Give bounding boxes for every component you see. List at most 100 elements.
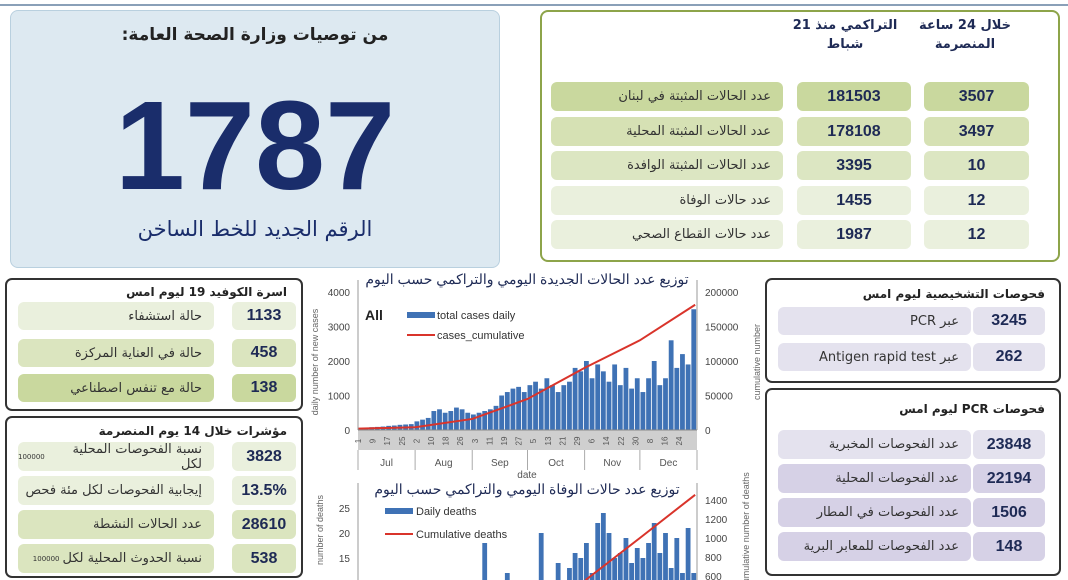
daily-bar <box>612 364 618 430</box>
daily-bar <box>640 392 646 430</box>
summary-row-24h: 12 <box>924 220 1029 249</box>
summary-row-label: عدد الحالات المثبتة في لبنان <box>551 82 783 111</box>
daily-bar <box>476 412 482 430</box>
daily-bar <box>668 568 674 580</box>
daily-bar <box>567 381 572 430</box>
beds-row-label: حالة في العناية المركزة <box>18 339 214 367</box>
cases-chart-title: توزيع عدد الحالات الجديدة اليومي والتراك… <box>365 271 688 288</box>
daily-bar <box>595 523 601 580</box>
summary-row-24h: 3507 <box>924 82 1029 111</box>
day-tick-label: 21 <box>558 436 567 445</box>
summary-row-24h: 10 <box>924 151 1029 180</box>
month-label: Nov <box>603 458 621 469</box>
deaths-ylabel: number of deaths <box>315 494 325 565</box>
day-tick-label: 9 <box>369 438 378 443</box>
indicators-row-label: إيجابية الفحوصات لكل مئة فحص <box>18 476 214 505</box>
daily-bar <box>634 378 640 430</box>
pcr-row-label: عدد الفحوصات للمعابر البرية <box>778 532 971 561</box>
daily-bar <box>657 553 663 580</box>
summary-row-24h: 12 <box>924 186 1029 215</box>
daily-bar <box>646 378 651 430</box>
pcr-row-value: 22194 <box>973 464 1045 493</box>
daily-bar <box>685 364 691 430</box>
diagnostic-row-value: 262 <box>973 343 1045 371</box>
y2-tick-label: 600 <box>705 572 722 580</box>
daily-bar <box>572 553 578 580</box>
daily-bar <box>482 543 488 580</box>
summary-row-label: عدد الحالات المثبتة المحلية <box>551 117 783 146</box>
daily-bar <box>685 528 691 580</box>
summary-row-cumulative: 1455 <box>797 186 911 215</box>
pcr-row-label: عدد الفحوصات المحلية <box>778 464 971 493</box>
month-label: Aug <box>435 458 453 469</box>
indicators-row-label: نسبة الفحوصات المحلية لكل 100000 <box>18 442 214 472</box>
row-label-text: حالة استشفاء <box>128 308 202 324</box>
pcr-row-label: عدد الفحوصات في المطار <box>778 498 971 527</box>
cases-y2label: cumulative number <box>752 324 762 400</box>
daily-bar <box>516 386 522 430</box>
diagnostic-row-label: عبر Antigen rapid test <box>778 343 971 371</box>
row-label-text: عبر Antigen rapid test <box>819 349 959 365</box>
daily-bar <box>550 385 555 430</box>
y2-tick-label: 50000 <box>705 392 733 403</box>
daily-bar <box>504 392 510 430</box>
summary-row-24h: 3497 <box>924 117 1029 146</box>
daily-bar <box>482 411 488 430</box>
cases-ylabel: daily number of new cases <box>310 308 320 415</box>
cumulative-line <box>584 493 696 580</box>
beds-row-label: حالة مع تنفس اصطناعي <box>18 374 214 402</box>
row-label-text: عدد الفحوصات في المطار <box>816 505 959 520</box>
date-strip <box>358 430 697 450</box>
hotline-number: 1787 <box>114 75 396 216</box>
daily-bar <box>629 563 635 580</box>
indicators-title: مؤشرات خلال 14 يوم المنصرمة <box>98 424 287 438</box>
day-tick-label: 24 <box>675 436 684 445</box>
cumulative-line <box>357 303 696 430</box>
indicators-row-label: نسبة الحدوث المحلية لكل 100000 <box>18 544 214 573</box>
daily-bar <box>454 407 459 430</box>
daily-bar <box>663 378 668 430</box>
daily-bar <box>657 385 663 430</box>
deaths-y2label: cumulative number of deaths <box>741 472 751 580</box>
daily-bar <box>572 367 578 430</box>
row-label-text: حالة في العناية المركزة <box>74 345 202 361</box>
summary-row-cumulative: 181503 <box>797 82 911 111</box>
y2-tick-label: 150000 <box>705 323 739 334</box>
day-tick-label: 16 <box>661 436 670 445</box>
y2-tick-label: 1200 <box>705 515 728 526</box>
daily-bar <box>420 419 425 430</box>
hotline-title: من توصيات وزارة الصحة العامة: <box>121 25 389 45</box>
daily-bar <box>499 395 505 430</box>
indicators-row-label: عدد الحالات النشطة <box>18 510 214 539</box>
hotline-subtitle: الرقم الجديد للخط الساخن <box>137 217 373 241</box>
header-24h: خلال 24 ساعة المنصرمة <box>918 18 1012 52</box>
diagnostic-row-label: عبر PCR <box>778 307 971 335</box>
daily-bar <box>538 533 544 580</box>
daily-bar <box>674 367 680 430</box>
daily-bar <box>510 388 516 430</box>
daily-bar <box>578 558 584 580</box>
row-label-unit: 100000 <box>18 452 45 461</box>
daily-bar <box>442 412 448 430</box>
y2-tick-label: 800 <box>705 553 722 564</box>
beds-row-value: 1133 <box>232 302 296 330</box>
y2-tick-label: 0 <box>705 426 711 437</box>
beds-row-value: 458 <box>232 339 296 367</box>
day-tick-label: 25 <box>398 436 407 445</box>
daily-bar <box>680 573 685 580</box>
y2-tick-label: 1000 <box>705 534 728 545</box>
beds-row-value: 138 <box>232 374 296 402</box>
beds-row-label: حالة استشفاء <box>18 302 214 330</box>
day-tick-label: 26 <box>456 436 465 445</box>
row-label-text: نسبة الحدوث المحلية لكل <box>62 551 202 566</box>
legend-swatch-daily-cases <box>407 312 435 318</box>
summary-row-label: عدد الحالات المثبتة الوافدة <box>551 151 783 180</box>
day-tick-label: 17 <box>383 436 392 445</box>
y-tick-label: 25 <box>339 504 351 515</box>
daily-bar <box>600 513 606 580</box>
row-label-text: عدد الفحوصات المحلية <box>835 471 959 486</box>
header-divider <box>0 4 1068 6</box>
indicators-row-value: 538 <box>232 544 296 573</box>
day-tick-label: 13 <box>544 436 553 445</box>
daily-bar <box>634 548 640 580</box>
